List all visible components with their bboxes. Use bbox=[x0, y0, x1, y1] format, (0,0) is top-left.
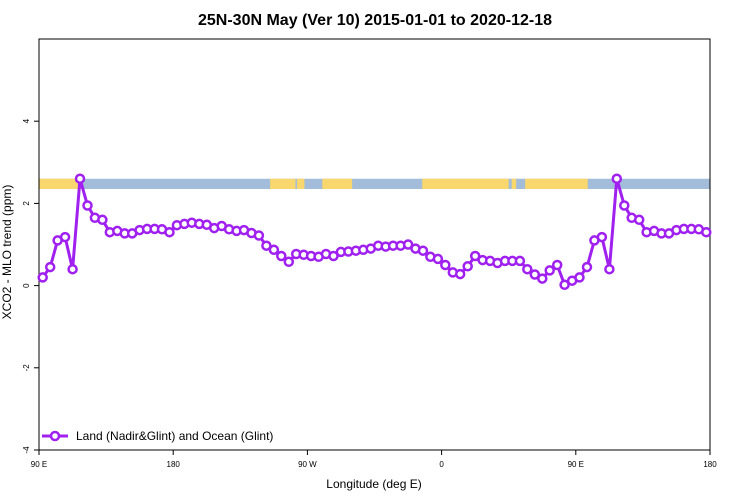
data-point-80 bbox=[633, 214, 645, 226]
data-point-29 bbox=[253, 230, 265, 241]
data-point-72 bbox=[574, 272, 585, 283]
chart-title: 25N-30N May (Ver 10) 2015-01-01 to 2020-… bbox=[198, 12, 552, 29]
data-point-89 bbox=[701, 226, 712, 238]
legend: Land (Nadir&Glint) and Ocean (Glint) bbox=[42, 429, 273, 443]
x-tick-label-0: 90 E bbox=[31, 460, 47, 469]
data-point-0 bbox=[37, 272, 48, 283]
data-point-75 bbox=[596, 231, 608, 243]
data-point-53 bbox=[432, 253, 444, 265]
series-land-ocean bbox=[37, 173, 712, 291]
data-point-33 bbox=[283, 256, 295, 268]
y-tick-label-1: -2 bbox=[22, 364, 31, 372]
data-point-56 bbox=[454, 268, 466, 280]
legend-marker bbox=[49, 430, 61, 442]
x-tick-label-3: 0 bbox=[439, 460, 444, 469]
x-tick-label-2: 90 W bbox=[298, 460, 317, 469]
data-point-1 bbox=[44, 261, 56, 273]
data-point-68 bbox=[544, 265, 555, 276]
plot-frame bbox=[38, 38, 711, 451]
land-band-3 bbox=[322, 178, 353, 190]
data-point-49 bbox=[402, 239, 414, 250]
y-tick-label-2: 0 bbox=[22, 283, 31, 288]
data-point-69 bbox=[551, 259, 563, 271]
data-point-6 bbox=[82, 200, 93, 211]
y-axis-label: XCO2 - MLO trend (ppm) bbox=[0, 185, 14, 320]
land-band-0 bbox=[39, 178, 81, 190]
data-point-58 bbox=[469, 250, 481, 262]
x-axis-label: Longitude (deg E) bbox=[326, 477, 421, 491]
data-point-64 bbox=[514, 255, 526, 267]
land-ocean-band bbox=[39, 178, 710, 190]
data-point-4 bbox=[67, 263, 78, 275]
y-axis-ticks: -4 -2 0 2 4 bbox=[22, 118, 39, 454]
x-tick-label-5: 180 bbox=[703, 460, 717, 469]
data-point-31 bbox=[268, 244, 280, 256]
data-point-66 bbox=[529, 269, 541, 280]
y-tick-label-0: -4 bbox=[22, 446, 31, 454]
y-tick-label-4: 4 bbox=[22, 118, 31, 123]
data-point-78 bbox=[619, 200, 630, 211]
data-point-67 bbox=[537, 273, 548, 284]
data-point-70 bbox=[559, 279, 570, 291]
data-point-57 bbox=[462, 261, 473, 272]
y-tick-label-3: 2 bbox=[22, 201, 31, 206]
ocean-band bbox=[39, 178, 710, 190]
land-band-1 bbox=[270, 178, 296, 190]
data-point-77 bbox=[611, 173, 623, 184]
land-band-6 bbox=[525, 178, 588, 190]
data-point-51 bbox=[417, 245, 429, 256]
data-point-30 bbox=[261, 240, 272, 251]
legend-label: Land (Nadir&Glint) and Ocean (Glint) bbox=[76, 429, 273, 443]
data-point-76 bbox=[604, 263, 615, 275]
data-point-8 bbox=[97, 214, 108, 226]
x-tick-label-4: 90 E bbox=[568, 460, 584, 469]
x-tick-label-1: 180 bbox=[167, 460, 181, 469]
data-point-54 bbox=[440, 259, 451, 271]
land-band-2 bbox=[296, 178, 305, 190]
data-point-73 bbox=[581, 261, 593, 273]
land-band-4 bbox=[422, 178, 509, 190]
data-point-32 bbox=[276, 250, 287, 262]
data-point-5 bbox=[74, 173, 86, 184]
x-axis-ticks: 90 E 180 90 W 0 90 E 180 bbox=[31, 450, 717, 469]
data-point-65 bbox=[522, 263, 533, 275]
data-point-17 bbox=[164, 226, 175, 238]
data-point-39 bbox=[328, 250, 339, 262]
land-band-5 bbox=[511, 178, 517, 190]
data-point-3 bbox=[59, 231, 71, 243]
